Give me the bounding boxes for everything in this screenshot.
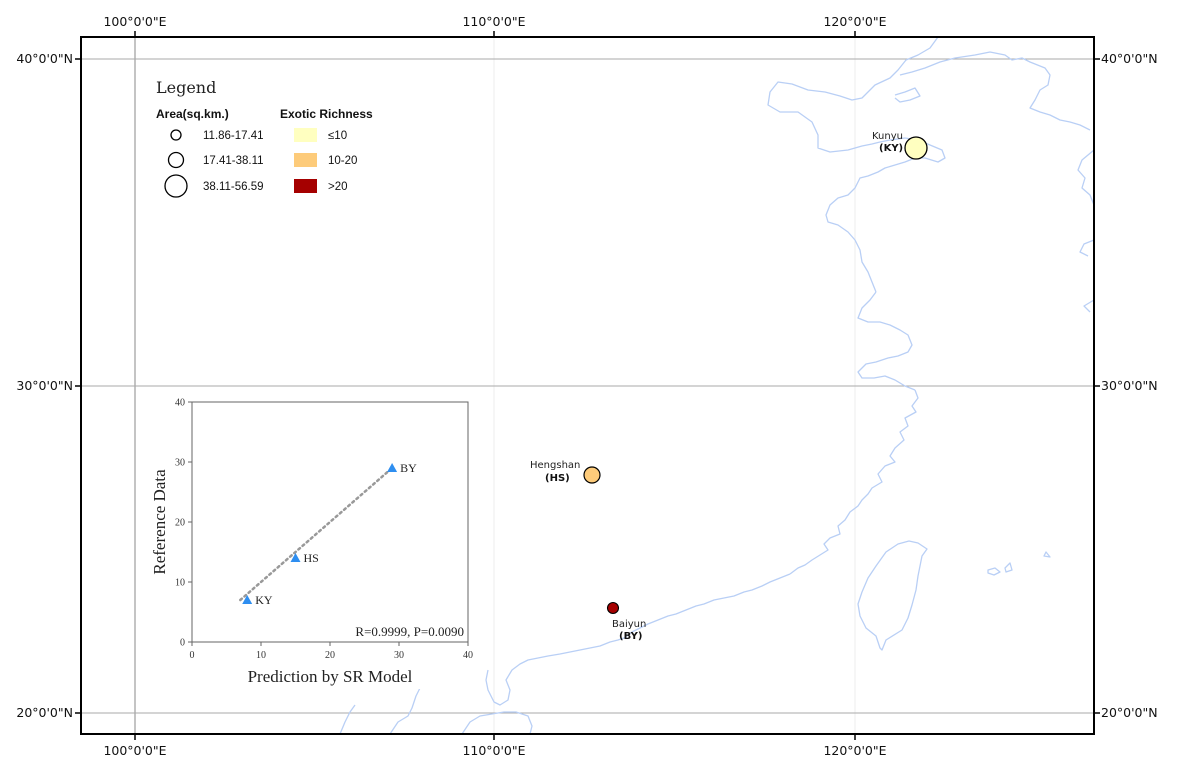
legend-richness-label-1: ≤10: [328, 130, 347, 142]
inset-point-hs: [290, 553, 301, 562]
legend-area-label-2: 17.41-38.11: [203, 155, 264, 167]
inset-ytick-label: 20: [175, 518, 185, 529]
site-hengshan[interactable]: Hengshan (HS): [530, 460, 601, 484]
site-name-kunyu: Kunyu: [872, 131, 903, 142]
graticule: [81, 37, 1094, 734]
coast-zhejiang-fujian: [789, 389, 919, 575]
lat-label-right-20n: 20°0'0"N: [1101, 705, 1158, 720]
inset-point-label-hs: HS: [304, 551, 319, 565]
legend-richness-swatch-1: [294, 128, 317, 142]
site-name-hengshan: Hengshan: [530, 460, 580, 471]
coast-guangdong: [485, 573, 791, 706]
inset-ytick-label: 30: [175, 458, 185, 469]
site-code-baiyun: (BY): [619, 631, 642, 642]
inset-scatter-chart: 0 10 20 30 40 0 10 20 30 40 KY HS BY R=0.9999, P=0.…: [145, 395, 473, 689]
legend-richness-swatch-2: [294, 153, 317, 167]
site-kunyu[interactable]: Kunyu (KY): [872, 131, 928, 160]
inset-xtick-label: 30: [394, 650, 404, 661]
site-marker-kunyu[interactable]: [904, 136, 928, 160]
inset-xtick-label: 40: [463, 650, 473, 661]
coast-bohai-liaodong: [767, 36, 939, 153]
inset-xlabel: Prediction by SR Model: [248, 667, 413, 686]
inset-xtick-label: 20: [325, 650, 335, 661]
legend-area-label-3: 38.11-56.59: [203, 181, 264, 193]
lat-label-left-20n: 20°0'0"N: [16, 705, 73, 720]
lon-label-bottom-120e: 120°0'0"E: [823, 743, 886, 758]
coastlines: [339, 36, 1095, 735]
coast-gulf-tonkin: [339, 704, 356, 735]
lat-label-left-40n: 40°0'0"N: [16, 51, 73, 66]
inset-xtick-label: 0: [190, 650, 195, 661]
site-baiyun[interactable]: Baiyun (BY): [606, 601, 647, 643]
lat-label-left-30n: 30°0'0"N: [16, 378, 73, 393]
legend-richness-label-2: 10-20: [328, 155, 357, 167]
inset-ytick-label: 0: [180, 638, 185, 649]
coast-taiwan: [857, 540, 928, 651]
legend-title: Legend: [156, 78, 216, 97]
inset-annotation: R=0.9999, P=0.0090: [355, 624, 464, 639]
lat-label-right-40n: 40°0'0"N: [1101, 51, 1158, 66]
coast-islands-east: [987, 551, 1051, 576]
legend-richness-heading: Exotic Richness: [280, 107, 373, 121]
site-name-baiyun: Baiyun: [612, 619, 646, 630]
lat-label-right-30n: 30°0'0"N: [1101, 378, 1158, 393]
legend-area-symbol-small: [170, 129, 182, 141]
coast-liaodong-north: [899, 51, 1091, 131]
inset-ytick-label: 40: [175, 398, 185, 409]
inset-point-label-by: BY: [400, 461, 417, 475]
lon-label-bottom-110e: 110°0'0"E: [462, 743, 525, 758]
legend-richness-label-3: >20: [328, 181, 348, 193]
lon-label-top-100e: 100°0'0"E: [103, 14, 166, 29]
coast-jiangsu-shanghai: [857, 291, 916, 391]
inset-points: KY HS BY: [242, 461, 417, 607]
inset-plot-frame: [191, 401, 469, 643]
site-code-hengshan: (HS): [545, 473, 570, 484]
site-code-kunyu: (KY): [879, 143, 903, 154]
legend-area-symbol-large: [164, 174, 188, 198]
inset-ylabel: Reference Data: [150, 469, 169, 575]
legend-richness-swatch-3: [294, 179, 317, 193]
legend-area-heading: Area(sq.km.): [156, 107, 229, 121]
inset-ticks: 0 10 20 30 40 0 10 20 30 40: [175, 398, 473, 662]
lon-label-top-120e: 120°0'0"E: [823, 14, 886, 29]
lon-label-bottom-100e: 100°0'0"E: [103, 743, 166, 758]
inset-trendline: [239, 466, 394, 602]
coast-korea-west: [1077, 149, 1095, 313]
inset-ytick-label: 10: [175, 578, 185, 589]
legend: Legend Area(sq.km.) Exotic Richness 11.8…: [156, 78, 373, 198]
inset-xtick-label: 10: [256, 650, 266, 661]
lon-label-top-110e: 110°0'0"E: [462, 14, 525, 29]
inset-point-label-ky: KY: [255, 593, 273, 607]
frame-ticks: [75, 31, 1100, 740]
legend-area-symbol-medium: [167, 151, 185, 169]
site-marker-baiyun[interactable]: [606, 601, 620, 615]
coast-leizhou-hainan: [389, 687, 533, 735]
coast-peninsula-tip: [894, 87, 921, 103]
legend-area-label-1: 11.86-17.41: [203, 130, 264, 142]
inset-point-ky: [242, 595, 253, 604]
inset-point-by: [387, 463, 398, 472]
site-marker-hengshan[interactable]: [583, 466, 601, 484]
coast-shandong: [825, 137, 946, 293]
